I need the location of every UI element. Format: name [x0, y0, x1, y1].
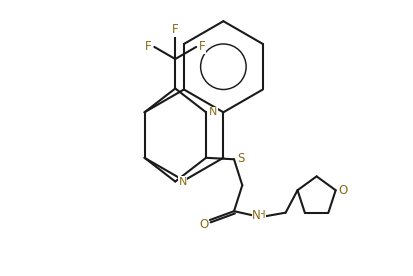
Text: F: F	[145, 40, 152, 54]
Text: O: O	[199, 217, 208, 231]
Text: S: S	[238, 152, 245, 165]
Text: F: F	[199, 40, 205, 54]
Text: N: N	[252, 209, 261, 222]
Text: O: O	[338, 184, 347, 197]
Text: N: N	[209, 107, 218, 117]
Text: F: F	[172, 23, 178, 36]
Text: H: H	[258, 210, 265, 220]
Text: N: N	[178, 177, 187, 187]
